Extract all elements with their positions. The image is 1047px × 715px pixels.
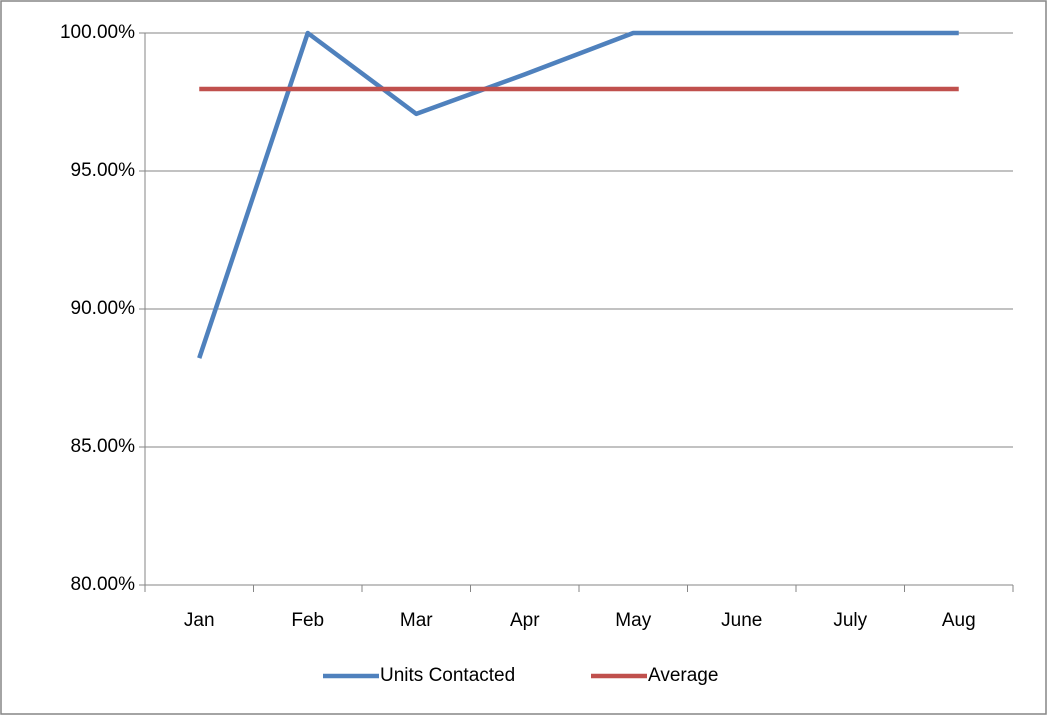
y-tick-label: 80.00% — [71, 574, 136, 595]
x-tick-label: Jan — [184, 610, 215, 631]
x-tick-label: May — [615, 610, 651, 631]
x-tick-label: June — [721, 610, 762, 631]
legend-label: Units Contacted — [380, 665, 515, 686]
series-line — [197, 30, 959, 359]
x-tick-label: Aug — [942, 610, 976, 631]
y-tick-label: 100.00% — [60, 22, 135, 43]
x-tick-label: Apr — [510, 610, 540, 631]
x-tick-label: Mar — [400, 610, 433, 631]
x-tick-label: July — [833, 610, 867, 631]
x-tick-label: Feb — [291, 610, 324, 631]
y-tick-label: 85.00% — [71, 436, 136, 457]
y-tick-label: 95.00% — [71, 160, 136, 181]
y-tick-label: 90.00% — [71, 298, 136, 319]
legend-label: Average — [648, 665, 718, 686]
